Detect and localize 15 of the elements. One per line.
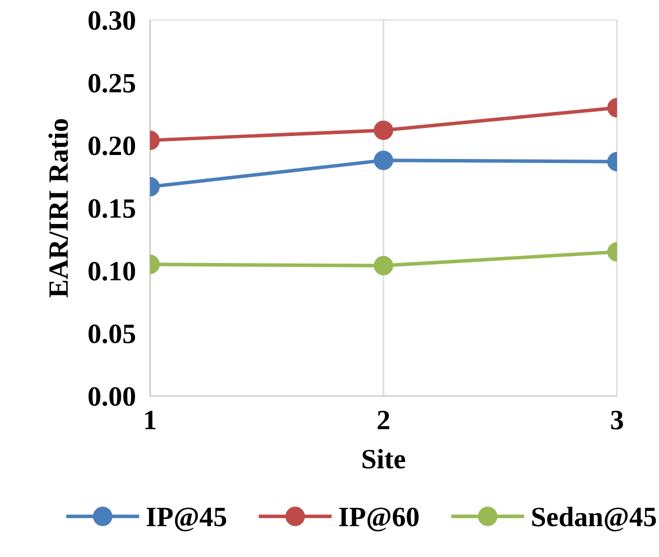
- y-axis-title: EAR/IRI Ratio: [48, 119, 68, 298]
- legend-label: IP@60: [339, 508, 419, 532]
- y-tick-label: 0.00: [88, 387, 136, 406]
- x-tick-label: 2: [378, 410, 390, 430]
- y-tick-label: 0.25: [88, 74, 136, 93]
- legend-label: Sedan@45: [532, 506, 656, 532]
- y-tick-label: 0.10: [88, 262, 136, 281]
- x-axis-title: Site: [362, 448, 406, 469]
- y-tick-label: 0.30: [88, 11, 136, 30]
- y-tick-label: 0.20: [88, 136, 136, 156]
- y-tick-label: 0.15: [88, 199, 136, 218]
- x-tick-label: 1: [145, 410, 156, 430]
- x-tick-label: 3: [611, 410, 623, 430]
- legend-label: IP@45: [146, 508, 226, 532]
- y-tick-label: 0.05: [88, 324, 136, 344]
